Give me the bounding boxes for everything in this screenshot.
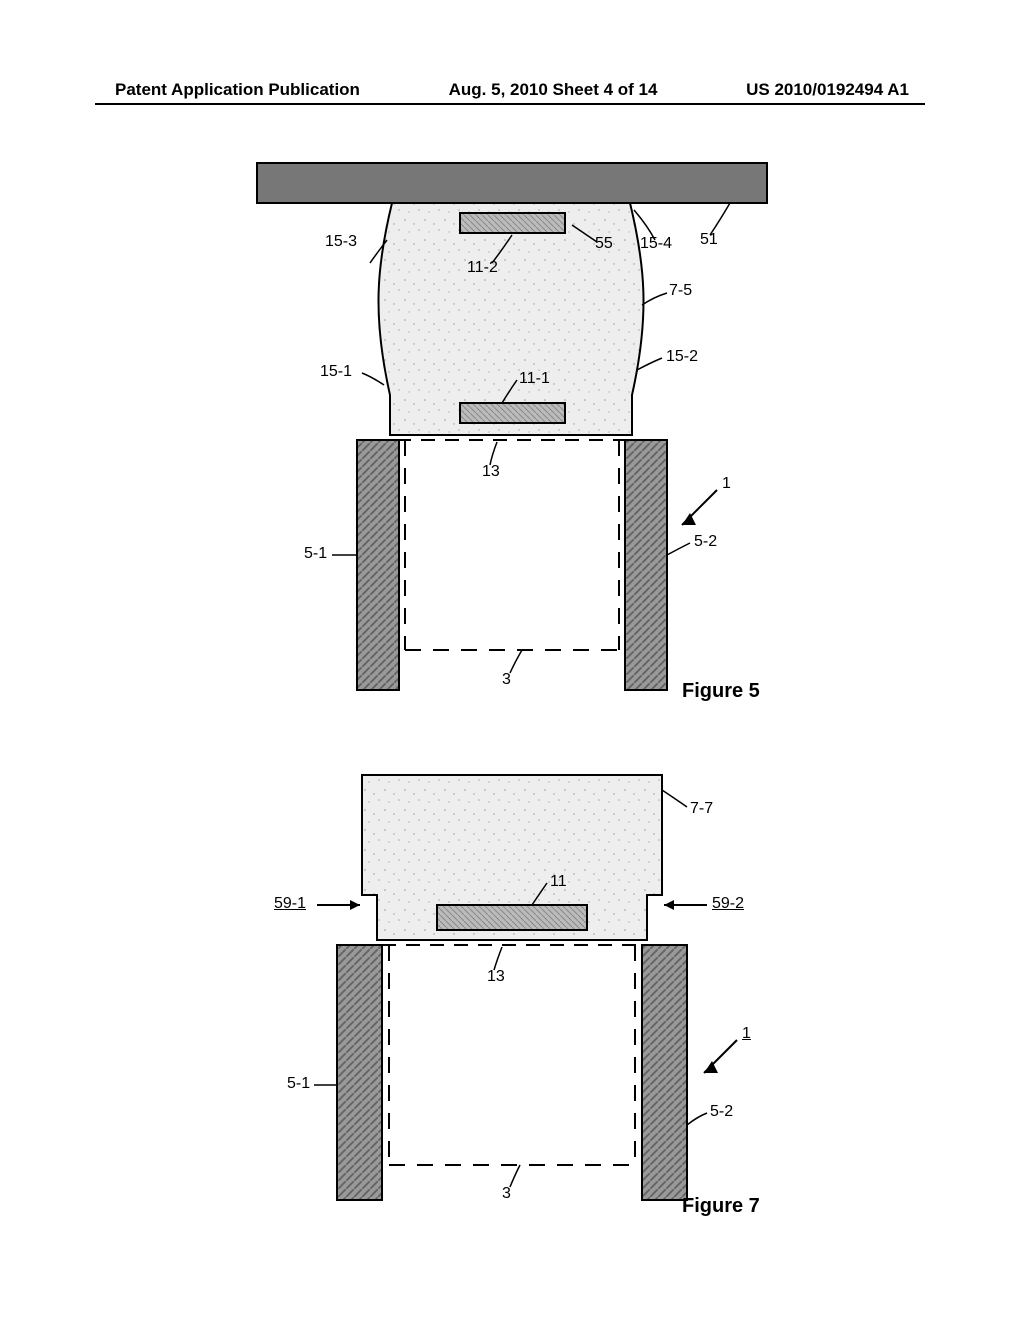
label-3: 3 [502,671,511,689]
label-13: 13 [482,463,500,481]
label-11-2: 11-2 [467,259,498,277]
figure-7: 7-7 11 59-1 59-2 13 1 5-1 5-2 3 Figure 7 [242,765,782,1225]
label-1: 1 [722,475,731,493]
header-rule [95,103,925,105]
label-5-1-fig7: 5-1 [287,1075,310,1093]
figure-7-caption: Figure 7 [682,1195,760,1218]
figure-5: 15-3 55 15-4 51 11-2 7-5 15-2 15-1 11-1 … [242,155,782,695]
figure-5-caption: Figure 5 [682,680,760,703]
label-59-2: 59-2 [712,895,744,913]
label-59-1: 59-1 [274,895,306,913]
header-left: Patent Application Publication [115,80,360,100]
label-5-1: 5-1 [304,545,327,563]
label-15-2: 15-2 [666,348,698,366]
label-11-1: 11-1 [519,370,550,388]
label-7-7: 7-7 [690,800,713,818]
label-5-2: 5-2 [694,533,717,551]
label-1-fig7: 1 [742,1025,751,1043]
header-center: Aug. 5, 2010 Sheet 4 of 14 [449,80,658,100]
label-7-5: 7-5 [669,282,692,300]
figure-7-svg [242,765,782,1225]
label-51: 51 [700,231,718,249]
label-11: 11 [550,873,567,891]
label-13-fig7: 13 [487,968,505,986]
label-15-1: 15-1 [320,363,352,381]
label-15-4: 15-4 [640,235,672,253]
label-3-fig7: 3 [502,1185,511,1203]
label-15-3: 15-3 [325,233,357,251]
header-right: US 2010/0192494 A1 [746,80,909,100]
label-55: 55 [595,235,613,253]
label-5-2-fig7: 5-2 [710,1103,733,1121]
